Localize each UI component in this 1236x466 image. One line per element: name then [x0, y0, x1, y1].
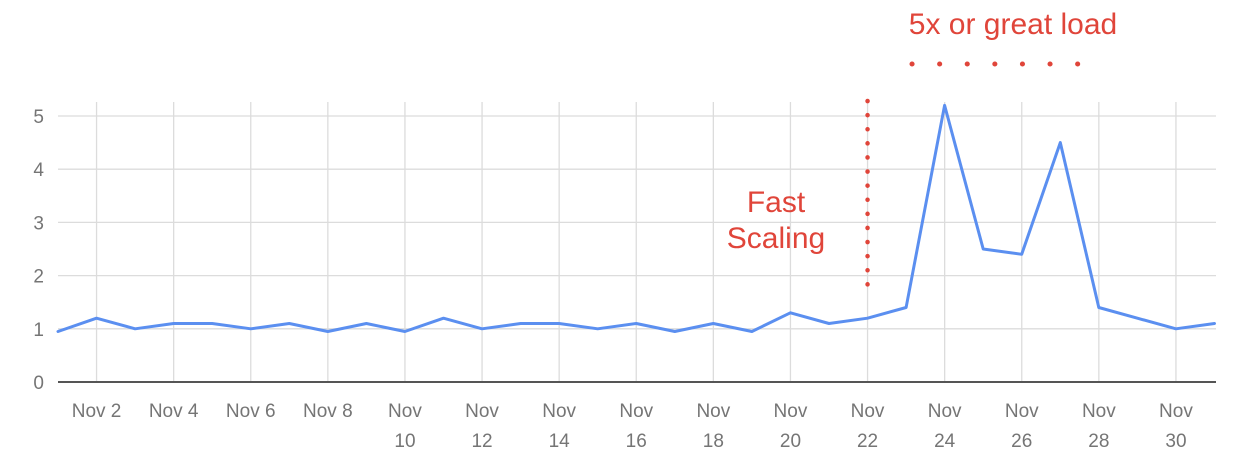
- y-axis-ticks: 0 1 2 3 4 5: [33, 107, 44, 394]
- x-tick-label-line: 10: [394, 431, 415, 452]
- x-tick-label-line: Nov: [851, 401, 885, 422]
- x-tick-label: Nov 28: [1082, 401, 1116, 452]
- x-tick-label: Nov 24: [928, 401, 962, 452]
- x-tick-label-line: Nov: [619, 401, 653, 422]
- y-tick-label: 2: [33, 267, 44, 288]
- x-tick-label-line: Nov 4: [149, 401, 199, 422]
- x-tick-label-line: 26: [1011, 431, 1032, 452]
- x-tick-label-line: Nov: [465, 401, 499, 422]
- load-label: 5x or great load: [909, 8, 1117, 41]
- x-tick-label-line: Nov 8: [303, 401, 353, 422]
- x-tick-label-line: 16: [626, 431, 647, 452]
- x-tick-label: Nov 14: [542, 401, 576, 452]
- x-axis-ticks: Nov 2 Nov 4 Nov 6 Nov 8 Nov 10 Nov 12 Nov 14 Nov 16…: [72, 401, 1194, 452]
- x-tick-label: Nov 22: [851, 401, 885, 452]
- x-tick-label: Nov 8: [303, 401, 353, 422]
- x-tick-label-line: 28: [1088, 431, 1109, 452]
- fast-scaling-label-line: Scaling: [727, 222, 825, 255]
- x-tick-label-line: Nov: [388, 401, 422, 422]
- x-tick-label: Nov 20: [774, 401, 808, 452]
- series-line: [56, 103, 1216, 333]
- x-tick-label: Nov 30: [1159, 401, 1193, 452]
- x-tick-label: Nov 18: [696, 401, 730, 452]
- x-tick-label-line: Nov: [928, 401, 962, 422]
- x-tick-label: Nov 4: [149, 401, 199, 422]
- fast-scaling-label-line: Fast: [747, 186, 806, 219]
- x-tick-label: Nov 12: [465, 401, 499, 452]
- fast-scaling-label: Fast Scaling: [727, 186, 825, 255]
- chart-grid: [58, 102, 1216, 382]
- x-tick-label: Nov 6: [226, 401, 276, 422]
- x-tick-label: Nov 16: [619, 401, 653, 452]
- x-tick-label-line: Nov: [1159, 401, 1193, 422]
- x-tick-label-line: 30: [1165, 431, 1186, 452]
- chart-annotations: Fast Scaling 5x or great load: [727, 8, 1117, 301]
- y-tick-label: 0: [33, 373, 44, 394]
- y-tick-label: 4: [33, 160, 44, 181]
- x-tick-label-line: Nov: [696, 401, 730, 422]
- x-tick-label-line: 22: [857, 431, 878, 452]
- x-tick-label: Nov 10: [388, 401, 422, 452]
- x-tick-label-line: Nov 6: [226, 401, 276, 422]
- x-tick-label: Nov 2: [72, 401, 122, 422]
- y-tick-label: 1: [33, 320, 44, 341]
- x-tick-label-line: Nov 2: [72, 401, 122, 422]
- y-tick-label: 5: [33, 107, 44, 128]
- x-tick-label-line: 18: [703, 431, 724, 452]
- x-tick-label-line: 24: [934, 431, 956, 452]
- x-tick-label-line: 14: [549, 431, 571, 452]
- x-tick-label-line: 12: [471, 431, 492, 452]
- x-tick-label: Nov 26: [1005, 401, 1039, 452]
- x-tick-label-line: 20: [780, 431, 801, 452]
- chart-series: [56, 103, 1216, 333]
- x-tick-label-line: Nov: [1082, 401, 1116, 422]
- x-tick-label-line: Nov: [1005, 401, 1039, 422]
- x-tick-label-line: Nov: [542, 401, 576, 422]
- y-tick-label: 3: [33, 213, 44, 234]
- x-tick-label-line: Nov: [774, 401, 808, 422]
